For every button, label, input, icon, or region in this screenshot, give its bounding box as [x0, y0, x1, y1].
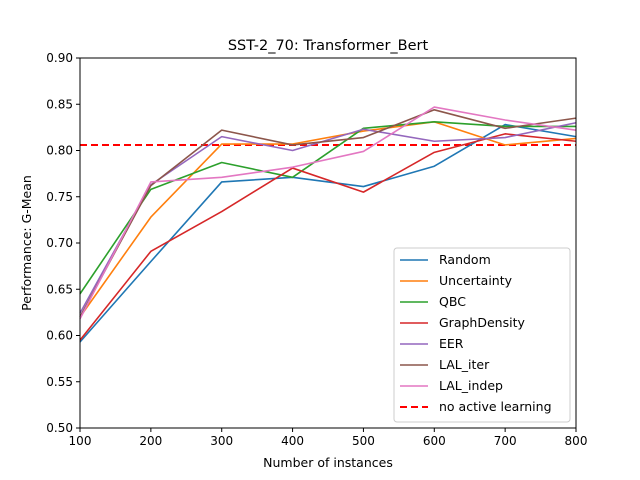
- x-tick-label-700: 700: [494, 434, 517, 448]
- y-tick-label-0.80: 0.80: [46, 144, 73, 158]
- x-tick-label-400: 400: [281, 434, 304, 448]
- legend-label-no-active-learning: no active learning: [439, 399, 552, 414]
- legend-label-graphdensity: GraphDensity: [439, 315, 525, 330]
- chart-title: SST-2_70: Transformer_Bert: [228, 38, 429, 54]
- x-axis-label: Number of instances: [263, 455, 393, 470]
- legend-label-random: Random: [439, 252, 491, 267]
- series-lal-iter-line: [79, 109, 577, 318]
- legend-label-uncertainty: Uncertainty: [439, 273, 513, 288]
- plot-frame: [79, 57, 577, 429]
- y-tick-label-0.90: 0.90: [46, 51, 73, 65]
- x-tick-label-800: 800: [565, 434, 588, 448]
- series-graphdensity-line: [79, 133, 577, 341]
- y-tick-label-0.70: 0.70: [46, 236, 73, 250]
- x-tick-label-500: 500: [352, 434, 375, 448]
- y-tick-label-0.65: 0.65: [46, 282, 73, 296]
- y-tick-label-0.75: 0.75: [46, 190, 73, 204]
- x-tick-label-200: 200: [139, 434, 162, 448]
- x-tick-label-100: 100: [69, 434, 92, 448]
- legend-label-lal-iter: LAL_iter: [439, 357, 490, 372]
- legend: Random Uncertainty QBC GraphDensity EER LAL_i…: [393, 247, 571, 423]
- y-tick-label-0.60: 0.60: [46, 329, 73, 343]
- y-tick-label-0.50: 0.50: [46, 421, 73, 435]
- series-uncertainty-line: [79, 121, 577, 318]
- y-axis-label: Performance: G-Mean: [19, 175, 34, 311]
- series-random-line: [79, 123, 577, 343]
- x-tick-label-300: 300: [210, 434, 233, 448]
- legend-label-eer: EER: [439, 336, 464, 351]
- series-lal-indep-line: [79, 106, 577, 320]
- legend-box: [393, 247, 571, 423]
- plot-area: [79, 106, 577, 343]
- y-tick-label-0.85: 0.85: [46, 97, 73, 111]
- y-tick-label-0.55: 0.55: [46, 375, 73, 389]
- x-tick-label-600: 600: [423, 434, 446, 448]
- legend-label-qbc: QBC: [439, 294, 466, 309]
- axis-ticks: 100 200 300 400 500 600 700 800 0.50 0.55 0.60 0.65…: [46, 51, 587, 448]
- legend-label-lal-indep: LAL_indep: [439, 378, 503, 393]
